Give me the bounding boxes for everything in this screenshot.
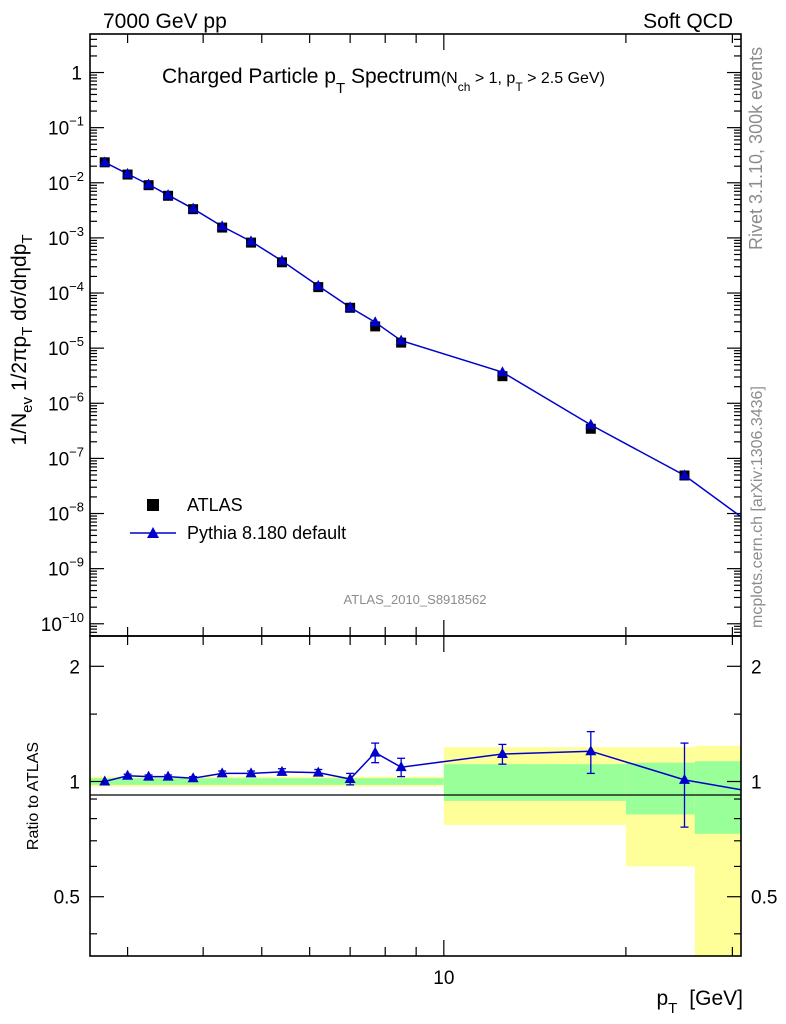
- atlas-data-point: [370, 321, 381, 332]
- ratio-mc-point: [187, 772, 199, 783]
- ratio-mc-point: [162, 770, 174, 781]
- mc-data-point: [312, 279, 324, 290]
- analysis-label: ATLAS_2010_S8918562: [344, 592, 487, 607]
- header-right: Soft QCD: [643, 10, 733, 33]
- mc-data-point: [216, 220, 228, 231]
- mc-data-point: [496, 366, 508, 377]
- main-y-tick-label: 10−10: [41, 610, 84, 636]
- mc-data-point: [245, 235, 257, 246]
- mcplots-info: mcplots.cern.ch [arXiv:1306.3436]: [749, 386, 766, 628]
- y-axis-label-main: 1/Nev 1/2πpT dσ/dηdpT: [8, 234, 36, 445]
- y-axis-label-ratio: Ratio to ATLAS: [25, 742, 42, 850]
- ratio-panel: 10 2 2 1 1 0.5 0.5: [54, 635, 778, 989]
- main-y-tick-label: 1: [71, 64, 82, 85]
- legend-mc-marker: [147, 527, 159, 538]
- mc-data-point: [162, 189, 174, 200]
- mc-data-point: [395, 334, 407, 345]
- ratio-y-tick-label-right: 1: [751, 773, 762, 794]
- ratio-y-tick-label-right: 2: [751, 657, 762, 678]
- ratio-mc-point: [276, 765, 288, 776]
- main-frame: [89, 33, 742, 637]
- ratio-frame: [89, 635, 742, 957]
- ratio-mc-point: [143, 770, 155, 781]
- mc-data-point: [344, 301, 356, 312]
- ratio-band-green: [625, 762, 695, 815]
- mc-data-point: [122, 167, 134, 178]
- ratio-y-tick-label: 1: [69, 773, 80, 794]
- main-y-tick-label: 10−7: [48, 444, 84, 470]
- legend-data-label: ATLAS: [187, 495, 243, 515]
- main-data-layer: [99, 156, 778, 544]
- mc-data-point: [678, 469, 690, 480]
- ratio-uncertainty-bands: [90, 745, 741, 956]
- x-axis-label: pT [GeV]: [656, 987, 743, 1017]
- ratio-y-tick-label: 0.5: [54, 888, 80, 909]
- mc-data-point: [99, 156, 111, 167]
- main-panel: 1 10−1 10−2 10−3 10−4 10−5 10−6 10−7 10−8 10−9 10−…: [41, 33, 778, 637]
- main-y-tick-label: 10−4: [48, 279, 84, 305]
- ratio-y-tick-label-right: 0.5: [751, 888, 777, 909]
- main-y-tick-label: 10−6: [48, 389, 84, 415]
- main-y-tick-label: 10−1: [48, 114, 84, 140]
- legend: ATLAS Pythia 8.180 default: [130, 495, 346, 543]
- ratio-mc-point: [344, 773, 356, 784]
- ratio-mc-point: [216, 767, 228, 778]
- mc-series-line: [104, 161, 741, 518]
- main-y-tick-label: 10−9: [48, 555, 84, 581]
- x-tick-label-10: 10: [433, 968, 454, 989]
- main-y-tick-label: 10−5: [48, 334, 84, 360]
- plot-title: Charged Particle pT Spectrum(Nch > 1, pT…: [162, 65, 605, 97]
- legend-data-marker: [147, 499, 159, 511]
- mc-data-point: [143, 178, 155, 189]
- ratio-mc-point: [99, 775, 111, 786]
- ratio-y-tick-label: 2: [69, 657, 80, 678]
- legend-mc-label: Pythia 8.180 default: [187, 523, 346, 543]
- main-y-tick-label: 10−3: [48, 224, 84, 250]
- ratio-data-layer: [99, 730, 778, 828]
- ratio-mc-point: [312, 766, 324, 777]
- mc-data-point: [276, 254, 288, 265]
- mc-data-point: [767, 534, 778, 544]
- ratio-mc-point: [122, 769, 134, 780]
- rivet-info: Rivet 3.1.10, 300k events: [746, 47, 766, 250]
- ratio-band-green: [90, 778, 444, 785]
- mc-data-point: [585, 418, 597, 429]
- mc-data-point: [369, 316, 381, 327]
- main-y-tick-label: 10−8: [48, 500, 84, 526]
- ratio-mc-point: [496, 748, 508, 759]
- ratio-mc-point: [678, 773, 690, 784]
- mc-data-point: [187, 202, 199, 213]
- ratio-mc-point: [245, 767, 257, 778]
- main-y-tick-label: 10−2: [48, 169, 84, 195]
- ratio-axis-ticks: 10 2 2 1 1 0.5 0.5: [54, 636, 777, 989]
- atlas-data-point: [768, 533, 778, 543]
- ratio-mc-point: [369, 746, 381, 757]
- ratio-mc-point: [767, 789, 778, 799]
- ratio-band-green: [694, 761, 741, 834]
- ratio-mc-point: [585, 745, 597, 756]
- header-left: 7000 GeV pp: [103, 10, 227, 33]
- ratio-mc-line: [104, 750, 741, 791]
- main-axis-ticks: 1 10−1 10−2 10−3 10−4 10−5 10−6 10−7 10−8 10−9 10−…: [41, 34, 741, 637]
- ratio-mc-point: [395, 761, 407, 772]
